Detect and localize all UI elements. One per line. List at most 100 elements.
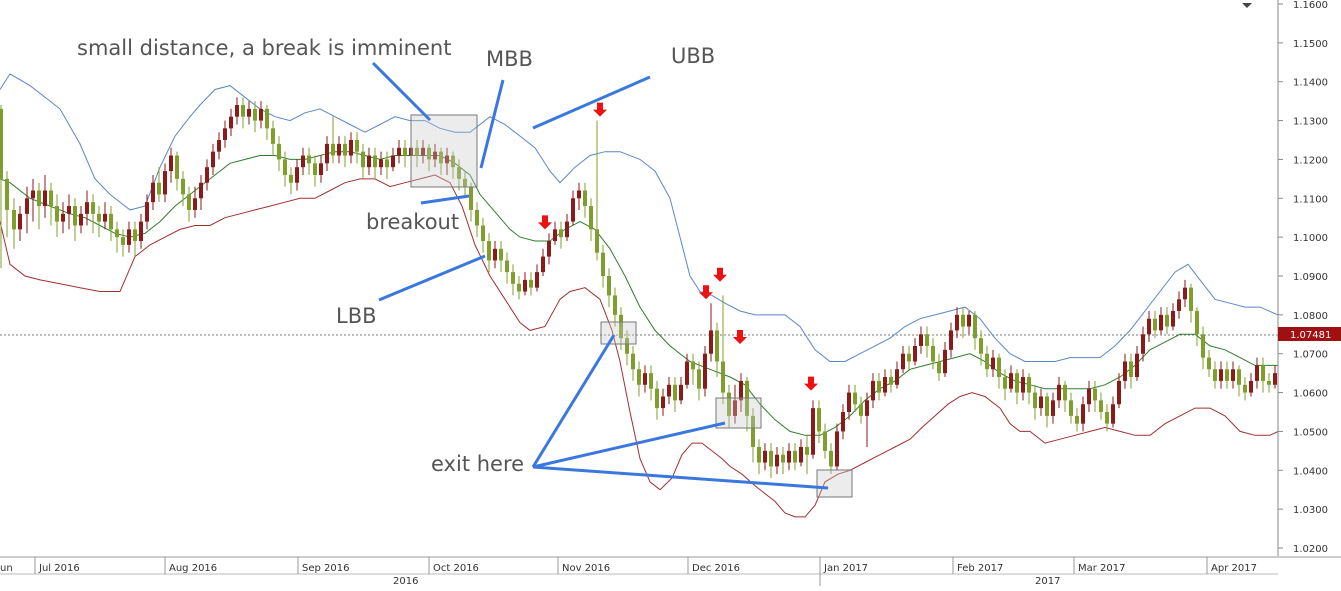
candle-body bbox=[307, 155, 311, 164]
highlight-box bbox=[410, 114, 478, 188]
candle-body bbox=[397, 147, 401, 156]
candle-body bbox=[1195, 310, 1199, 335]
candle-body bbox=[85, 202, 89, 214]
candle-body bbox=[433, 151, 437, 160]
candle-body bbox=[697, 369, 701, 389]
candle-body bbox=[841, 412, 845, 432]
candle-body bbox=[91, 202, 95, 214]
candle-body bbox=[949, 330, 953, 350]
candle-body bbox=[985, 353, 989, 370]
callout-line bbox=[479, 79, 505, 169]
candle-body bbox=[283, 159, 287, 175]
candle-body bbox=[199, 182, 203, 199]
candle-body bbox=[553, 229, 557, 242]
candle-body bbox=[637, 369, 641, 385]
candle-body bbox=[1237, 369, 1241, 385]
candle-body bbox=[799, 446, 803, 463]
annotation-mbb: MBB bbox=[486, 47, 533, 71]
x-tick-label: Sep 2016 bbox=[302, 563, 349, 574]
candle-body bbox=[355, 140, 359, 152]
candle-body bbox=[1003, 377, 1007, 389]
candle-body bbox=[0, 108, 3, 179]
candle-body bbox=[895, 369, 899, 385]
candle-body bbox=[25, 198, 29, 214]
candle-body bbox=[1117, 380, 1121, 405]
candle-body bbox=[1051, 400, 1055, 416]
candle-body bbox=[853, 392, 857, 405]
candle-body bbox=[187, 194, 191, 210]
candle-body bbox=[313, 163, 317, 175]
candle-body bbox=[559, 229, 563, 238]
candle-body bbox=[361, 151, 365, 168]
candle-body bbox=[673, 384, 677, 401]
candle-body bbox=[295, 167, 299, 183]
candle-body bbox=[655, 388, 659, 409]
candle-body bbox=[1009, 373, 1013, 389]
candle-body bbox=[31, 190, 35, 199]
candle-body bbox=[1171, 310, 1175, 327]
candle-body bbox=[625, 338, 629, 354]
callout-line bbox=[378, 254, 486, 302]
candle-body bbox=[139, 221, 143, 242]
candle-body bbox=[301, 155, 305, 168]
candle-body bbox=[499, 248, 503, 261]
candle-body bbox=[445, 155, 449, 164]
x-tick-label: Nov 2016 bbox=[562, 563, 610, 574]
y-tick-label: 1.0500 bbox=[1293, 427, 1328, 438]
candle-body bbox=[721, 361, 725, 393]
candle-body bbox=[601, 252, 605, 276]
candle-body bbox=[145, 202, 149, 222]
candle-body bbox=[1075, 415, 1079, 424]
y-tick-label: 1.0800 bbox=[1293, 311, 1328, 322]
candle-body bbox=[919, 334, 923, 346]
box-layer bbox=[410, 114, 853, 498]
candle-body bbox=[883, 377, 887, 393]
candle-body bbox=[1099, 400, 1103, 412]
candle-body bbox=[835, 431, 839, 467]
candle-body bbox=[79, 213, 83, 226]
candle-body bbox=[715, 330, 719, 362]
candle-body bbox=[511, 272, 515, 284]
candle-body bbox=[997, 357, 1001, 378]
candle-body bbox=[763, 450, 767, 463]
callout-line bbox=[532, 75, 651, 130]
candle-body bbox=[217, 140, 221, 152]
dropdown-caret[interactable] bbox=[1242, 3, 1252, 8]
candle-body bbox=[1021, 377, 1025, 393]
candle-body bbox=[1261, 365, 1265, 381]
candle-body bbox=[181, 178, 185, 195]
candle-body bbox=[937, 361, 941, 374]
candle-body bbox=[1015, 373, 1019, 393]
candle-body bbox=[169, 155, 173, 172]
arrow-layer bbox=[538, 102, 818, 391]
candle-body bbox=[1045, 396, 1049, 416]
candle-body bbox=[487, 241, 491, 261]
candle-body bbox=[565, 221, 569, 238]
sell-arrow-icon bbox=[699, 285, 713, 300]
candle-body bbox=[727, 392, 731, 416]
candle-body bbox=[379, 159, 383, 168]
y-tick-label: 1.1300 bbox=[1293, 117, 1328, 128]
candle-body bbox=[265, 108, 269, 129]
candle-body bbox=[505, 260, 509, 273]
candle-body bbox=[1111, 404, 1115, 424]
candle-body bbox=[1135, 353, 1139, 378]
candle-body bbox=[127, 229, 131, 245]
candle-body bbox=[277, 143, 281, 160]
y-tick-label: 1.1500 bbox=[1293, 39, 1328, 50]
callout-line bbox=[532, 421, 726, 469]
candle-body bbox=[475, 209, 479, 226]
candle-body bbox=[18, 213, 22, 230]
candle-body bbox=[241, 105, 245, 117]
candle-body bbox=[523, 279, 527, 292]
candle-body bbox=[121, 237, 125, 245]
annotation-exit-here: exit here bbox=[431, 452, 524, 476]
candle-body bbox=[67, 206, 71, 214]
candle-body bbox=[781, 454, 785, 463]
candle-body bbox=[979, 338, 983, 354]
chevron-down-icon[interactable] bbox=[1242, 3, 1252, 8]
candle-body bbox=[109, 213, 113, 230]
candle-body bbox=[571, 198, 575, 222]
candle-body bbox=[331, 143, 335, 156]
